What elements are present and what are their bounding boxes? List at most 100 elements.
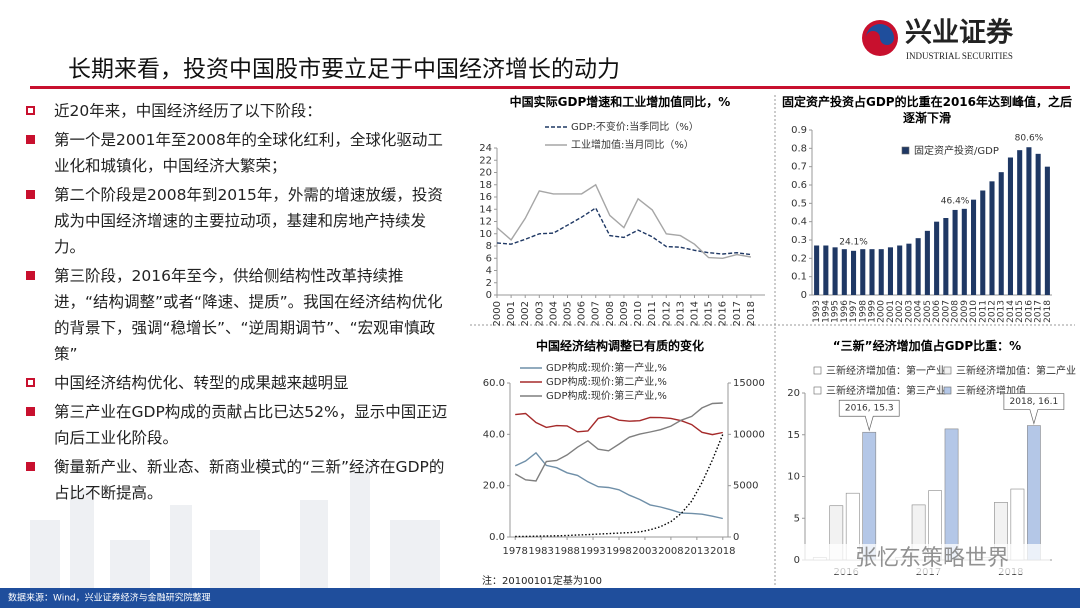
y-tick-label: 0.5 bbox=[791, 198, 807, 209]
x-tick-label: 2004 bbox=[914, 300, 924, 323]
x-tick-label: 1993 bbox=[580, 546, 605, 557]
y-tick-label: 0.9 bbox=[791, 125, 807, 136]
x-tick-label: 2017 bbox=[1034, 300, 1044, 323]
bar bbox=[915, 238, 921, 295]
y-tick-label: 0.0 bbox=[489, 532, 505, 543]
x-tick-label: 2005 bbox=[923, 300, 933, 323]
bullet: 第二个阶段是2008年到2015年，外需的增速放缓，投资成为中国经济增速的主要拉… bbox=[24, 182, 456, 260]
y-tick-label: 22 bbox=[479, 155, 492, 166]
x-tick-label: 2007 bbox=[591, 301, 602, 326]
bar bbox=[841, 249, 847, 295]
legend-swatch bbox=[901, 146, 910, 155]
data-label: 2016, 15.3 bbox=[845, 404, 894, 414]
bullet-marker bbox=[26, 462, 35, 471]
x-tick-label: 2001 bbox=[506, 301, 517, 326]
bullet-text: 第三阶段，2016年至今，供给侧结构性改革持续推进，“结构调整”或者“降速、提质… bbox=[54, 267, 443, 363]
footer-source: 数据来源：Wind，兴业证券经济与金融研究院整理 bbox=[8, 592, 211, 604]
bullet-marker bbox=[26, 135, 35, 144]
x-tick-label: 2005 bbox=[563, 301, 574, 326]
bullet-marker bbox=[26, 190, 35, 199]
x-tick-label: 1983 bbox=[528, 546, 553, 557]
x-tick-label: 2012 bbox=[661, 301, 672, 326]
bar bbox=[869, 249, 875, 295]
bar bbox=[862, 431, 877, 561]
bar bbox=[971, 199, 977, 295]
chart-title: 中国经济结构调整已有质的变化 bbox=[535, 339, 704, 353]
bar bbox=[952, 209, 958, 295]
legend-label: 三新经济增加值：第二产业 bbox=[956, 364, 1076, 377]
y-tick-label: 18 bbox=[479, 180, 492, 191]
x-tick-label: 2014 bbox=[689, 301, 700, 326]
bullet-text: 衡量新产业、新业态、新商业模式的“三新”经济在GDP的占比不断提高。 bbox=[54, 458, 445, 502]
x-tick-label: 2017 bbox=[732, 301, 743, 326]
series-line bbox=[515, 412, 723, 436]
x-tick-label: 2015 bbox=[704, 301, 715, 326]
y-tick-label: 24 bbox=[479, 143, 492, 154]
bar bbox=[887, 247, 893, 295]
bar bbox=[814, 245, 820, 295]
bar bbox=[1044, 166, 1050, 295]
x-tick-label: 2003 bbox=[904, 300, 914, 323]
x-tick-label: 1995 bbox=[831, 300, 841, 323]
legend-swatch bbox=[813, 366, 822, 375]
footer-bar bbox=[0, 588, 1080, 608]
x-tick-label: 2008 bbox=[605, 301, 616, 326]
bar bbox=[1007, 157, 1013, 295]
chart-title: 中国实际GDP增速和工业增加值同比，% bbox=[509, 95, 731, 109]
bullet-marker bbox=[26, 378, 35, 387]
legend-swatch bbox=[813, 386, 822, 395]
chart-title: 固定资产投资占GDP的比重在2016年达到峰值，之后逐渐下滑 bbox=[782, 95, 1073, 125]
bar bbox=[944, 428, 959, 561]
bar bbox=[924, 230, 930, 295]
y-tick-label: 10 bbox=[479, 229, 492, 240]
y-tick-label: 6 bbox=[486, 253, 492, 264]
bar bbox=[989, 181, 995, 295]
y-tick-label: 0.3 bbox=[791, 235, 807, 246]
y-tick-label: 20 bbox=[787, 388, 800, 399]
legend-swatch bbox=[943, 366, 952, 375]
y-tick-label: 12 bbox=[479, 217, 492, 228]
logo-icon-swirl bbox=[866, 24, 894, 45]
x-tick-label: 1999 bbox=[868, 300, 878, 323]
logo-text: 兴业证券 bbox=[905, 17, 1014, 49]
x-tick-label: 2002 bbox=[520, 301, 531, 326]
bar bbox=[832, 247, 838, 295]
x-tick-label: 2008 bbox=[951, 300, 961, 323]
y-tick-label: 0.6 bbox=[791, 180, 807, 191]
x-tick-label: 2016 bbox=[718, 301, 729, 326]
legend-label: GDP构成:现价:第二产业,% bbox=[546, 375, 667, 388]
bar bbox=[1035, 153, 1041, 295]
series-line bbox=[496, 183, 752, 260]
x-tick-label: 2013 bbox=[997, 300, 1007, 323]
y-tick-label: 4 bbox=[486, 266, 492, 277]
bar bbox=[897, 245, 903, 295]
bar bbox=[998, 172, 1004, 295]
y2-tick-label: 10000 bbox=[733, 429, 765, 440]
y-tick-label: 0.1 bbox=[791, 272, 807, 283]
x-tick-label: 2000 bbox=[492, 301, 503, 326]
chart-note: 注：20100101定基为100 bbox=[482, 574, 602, 587]
y-tick-label: 10 bbox=[787, 472, 800, 483]
x-tick-label: 1997 bbox=[849, 300, 859, 323]
legend-label: GDP构成:现价:第三产业,% bbox=[546, 389, 667, 402]
y-tick-label: 16 bbox=[479, 192, 492, 203]
y-tick-label: 40.0 bbox=[483, 429, 505, 440]
y-tick-label: 15 bbox=[787, 430, 800, 441]
y2-tick-label: 5000 bbox=[733, 481, 758, 492]
callout bbox=[1003, 393, 1065, 425]
legend-label: 三新经济增加值：第一产业 bbox=[826, 364, 946, 377]
bullet-text: 第三产业在GDP构成的贡献占比已达52%，显示中国正迈向后工业化阶段。 bbox=[54, 403, 448, 447]
x-tick-label: 1998 bbox=[858, 300, 868, 323]
chart-title: “三新”经济增加值占GDP比重：% bbox=[832, 339, 1022, 353]
bullet: 第三阶段，2016年至今，供给侧结构性改革持续推进，“结构调整”或者“降速、提质… bbox=[24, 263, 456, 367]
x-tick-label: 2007 bbox=[941, 300, 951, 323]
bar bbox=[851, 250, 857, 295]
bullet: 中国经济结构优化、转型的成果越来越明显 bbox=[24, 370, 456, 396]
x-tick-label: 2018 bbox=[710, 546, 735, 557]
legend-label: 三新经济增加值：第三产业 bbox=[826, 384, 946, 397]
y-tick-label: 5 bbox=[794, 513, 800, 524]
y-tick-label: 0 bbox=[801, 290, 807, 301]
series-line bbox=[496, 206, 751, 256]
bullet: 第一个是2001年至2008年的全球化红利，全球化驱动工业化和城镇化，中国经济大… bbox=[24, 127, 456, 179]
